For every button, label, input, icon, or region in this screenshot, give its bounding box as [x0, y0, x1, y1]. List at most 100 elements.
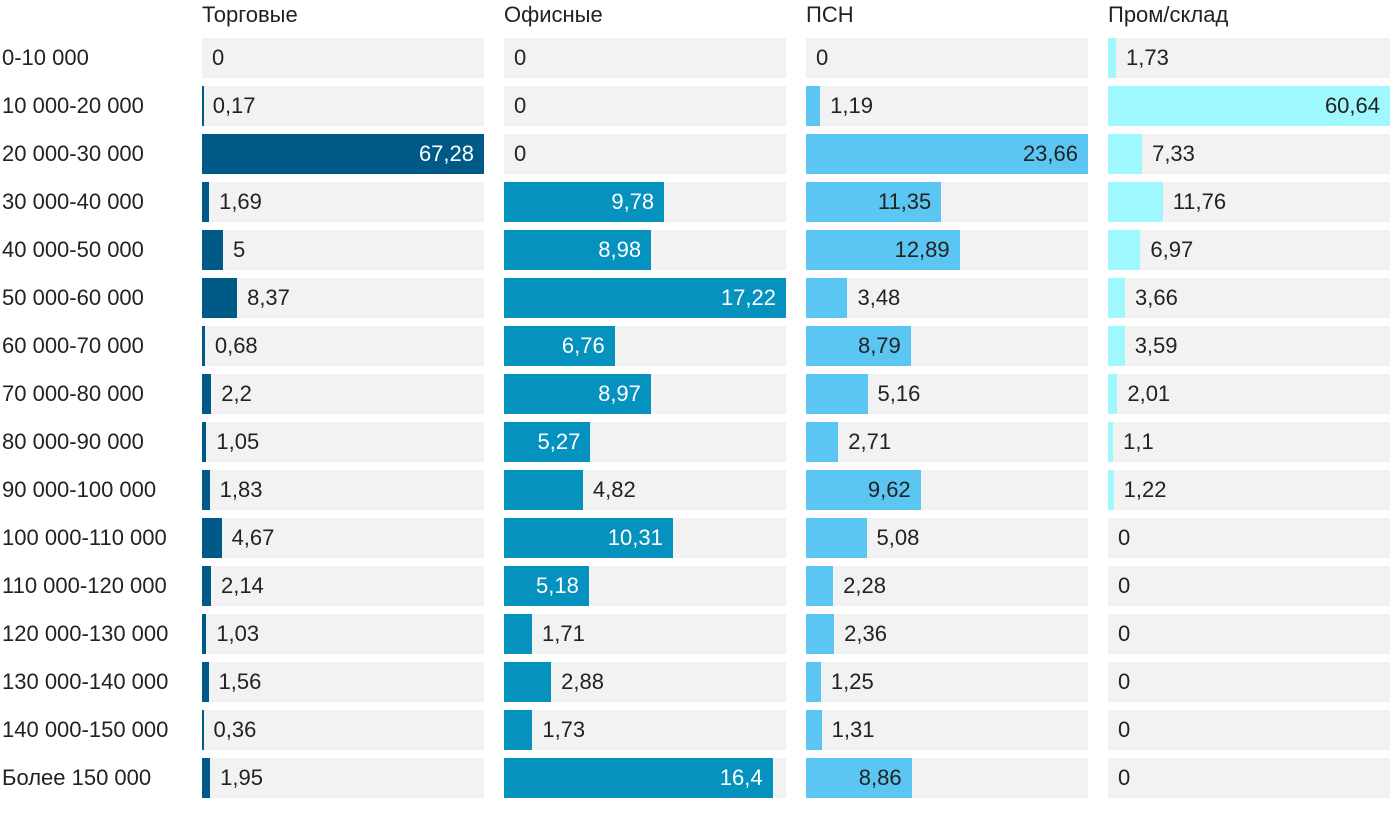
bar-track: 0	[1108, 662, 1390, 702]
bar-track: 3,66	[1108, 278, 1390, 318]
column-header: ПСН	[806, 2, 854, 27]
row-label: 40 000-50 000	[2, 237, 144, 262]
data-label: 2,28	[843, 573, 886, 598]
bar-track: 3,59	[1108, 326, 1390, 366]
bar-track: 2,2	[202, 374, 484, 414]
bar-track: 3,48	[806, 278, 1088, 318]
data-label: 2,71	[848, 429, 892, 454]
data-label: 1,56	[218, 669, 262, 694]
bar	[202, 134, 484, 174]
data-label: 0	[1118, 573, 1131, 598]
bar	[504, 518, 673, 558]
data-label: 1,25	[830, 669, 874, 694]
data-label: 1,73	[1126, 45, 1169, 70]
bar-track: 4,67	[202, 518, 484, 558]
bar	[504, 566, 589, 606]
bar-track: 1,1	[1108, 422, 1390, 462]
bar-track: 5,08	[806, 518, 1088, 558]
bar-track: 1,56	[202, 662, 484, 702]
data-label: 4,67	[231, 525, 275, 550]
data-label: 12,89	[894, 237, 950, 262]
data-label: 1,69	[219, 189, 262, 214]
bar-track: 0	[806, 38, 1088, 78]
bar-track: 1,19	[806, 86, 1088, 126]
bar-track: 1,73	[504, 710, 786, 750]
data-label: 67,28	[418, 141, 474, 166]
bar	[806, 518, 867, 558]
bar	[806, 278, 848, 318]
bar-track: 1,22	[1108, 470, 1390, 510]
row-label: 100 000-110 000	[2, 525, 167, 550]
bar	[1108, 278, 1126, 318]
bar-track: 1,83	[202, 470, 484, 510]
bar-track: 5,27	[504, 422, 786, 462]
bar	[202, 230, 223, 270]
bar	[202, 326, 205, 366]
data-label: 0	[514, 141, 527, 166]
row-label: 50 000-60 000	[2, 285, 144, 310]
bar	[806, 662, 821, 702]
bar	[504, 422, 591, 462]
data-label: 8,79	[857, 333, 901, 358]
bar	[504, 230, 652, 270]
bar	[806, 86, 821, 126]
data-label: 1,22	[1123, 477, 1167, 502]
row-label: 60 000-70 000	[2, 333, 144, 358]
bar-track: 1,05	[202, 422, 484, 462]
bar-track: 2,71	[806, 422, 1088, 462]
data-label: 3,66	[1135, 285, 1178, 310]
data-label: 9,62	[867, 477, 911, 502]
bar-track: 0,68	[202, 326, 484, 366]
bar	[1108, 182, 1163, 222]
bar-track: 17,22	[504, 278, 786, 318]
bar-track: 5,16	[806, 374, 1088, 414]
data-label: 0	[1118, 765, 1131, 790]
data-label: 5,27	[537, 429, 581, 454]
data-label: 4,82	[592, 477, 636, 502]
bar	[806, 134, 1088, 174]
bar	[504, 182, 665, 222]
bar	[202, 566, 211, 606]
data-label: 2,01	[1127, 381, 1171, 406]
bar-track: 0,36	[202, 710, 484, 750]
bar	[806, 422, 839, 462]
data-label: 1,19	[830, 93, 873, 118]
data-label: 0	[514, 45, 527, 70]
row-label: 10 000-20 000	[2, 93, 144, 118]
bar-track: 1,71	[504, 614, 786, 654]
data-label: 0	[1118, 525, 1131, 550]
bar	[1108, 470, 1114, 510]
bar	[202, 278, 238, 318]
bar	[1108, 134, 1143, 174]
data-label: 6,97	[1150, 237, 1194, 262]
column-header: Офисные	[504, 2, 603, 27]
bar-track: 8,86	[806, 758, 1088, 798]
bar	[202, 182, 210, 222]
bar	[202, 614, 207, 654]
bar	[1108, 374, 1118, 414]
row-label: 30 000-40 000	[2, 189, 144, 214]
bar-track: 16,4	[504, 758, 786, 798]
column-header: Торговые	[202, 2, 298, 27]
data-label: 11,35	[877, 189, 932, 214]
bar	[806, 230, 960, 270]
data-label: 8,86	[858, 765, 902, 790]
data-label: 2,88	[561, 669, 604, 694]
data-label: 0	[816, 45, 829, 70]
row-label: 70 000-80 000	[2, 381, 144, 406]
data-label: 23,66	[1022, 141, 1078, 166]
data-label: 1,31	[831, 717, 875, 742]
bar-track: 67,28	[202, 134, 484, 174]
data-label: 0	[1118, 717, 1131, 742]
column-header: Пром/склад	[1108, 2, 1229, 27]
bar-track: 2,88	[504, 662, 786, 702]
bar-track: 1,03	[202, 614, 484, 654]
bar-track: 8,98	[504, 230, 786, 270]
data-label: 11,76	[1172, 189, 1227, 214]
bar-track: 9,78	[504, 182, 786, 222]
row-label: 80 000-90 000	[2, 429, 144, 454]
bar	[1108, 38, 1117, 78]
data-label: 2,36	[844, 621, 887, 646]
data-label: 8,98	[598, 237, 642, 262]
